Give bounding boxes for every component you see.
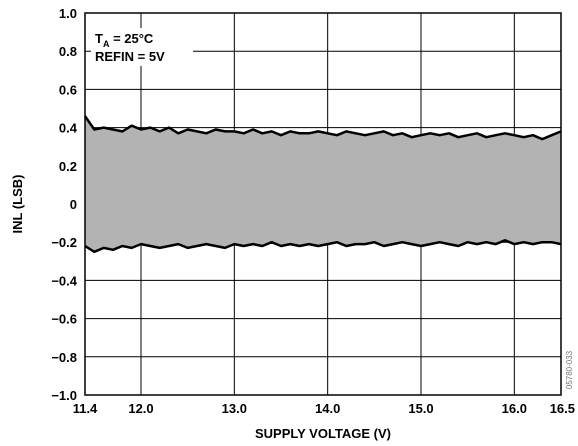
y-tick-label-7: −0.4 xyxy=(51,273,77,288)
figure-id: 05780-033 xyxy=(565,350,574,389)
series-line-max xyxy=(83,115,562,141)
y-tick-labels: 1.0 0.8 0.6 0.4 0.2 0 −0.2 −0.4 −0.6 −0.8 −1.0 xyxy=(51,6,77,403)
plot-frame xyxy=(84,12,562,396)
x-tick-label-6: 16.5 xyxy=(550,401,575,416)
y-axis-label: INL (LSB) xyxy=(10,175,25,234)
y-tick-label-10: −1.0 xyxy=(51,388,77,403)
x-tick-label-0: 11.4 xyxy=(73,401,98,416)
x-tick-labels: 11.4 12.0 13.0 14.0 15.0 16.0 16.5 xyxy=(73,401,575,416)
annotation-refin: REFIN = 5V xyxy=(95,49,165,64)
y-tick-label-1: 0.8 xyxy=(59,44,77,59)
x-tick-label-5: 16.0 xyxy=(502,401,527,416)
series-line-min xyxy=(84,239,562,254)
y-tick-label-0: 1.0 xyxy=(59,6,77,21)
x-tick-label-1: 12.0 xyxy=(128,401,153,416)
x-tick-label-2: 13.0 xyxy=(222,401,247,416)
y-tick-label-2: 0.6 xyxy=(59,82,77,97)
y-tick-label-5: 0 xyxy=(70,197,77,212)
inl-range-fill xyxy=(85,116,561,252)
x-tick-label-3: 14.0 xyxy=(315,401,340,416)
y-tick-label-8: −0.6 xyxy=(51,312,77,327)
annotation-temperature: TA = 25°C xyxy=(95,31,154,49)
annotation-background xyxy=(91,28,193,66)
x-tick-label-4: 15.0 xyxy=(408,401,433,416)
y-tick-label-4: 0.2 xyxy=(59,159,77,174)
x-axis-label: SUPPLY VOLTAGE (V) xyxy=(255,426,391,441)
y-tick-label-3: 0.4 xyxy=(59,121,78,136)
y-tick-label-9: −0.8 xyxy=(51,350,77,365)
y-tick-label-6: −0.2 xyxy=(51,235,77,250)
